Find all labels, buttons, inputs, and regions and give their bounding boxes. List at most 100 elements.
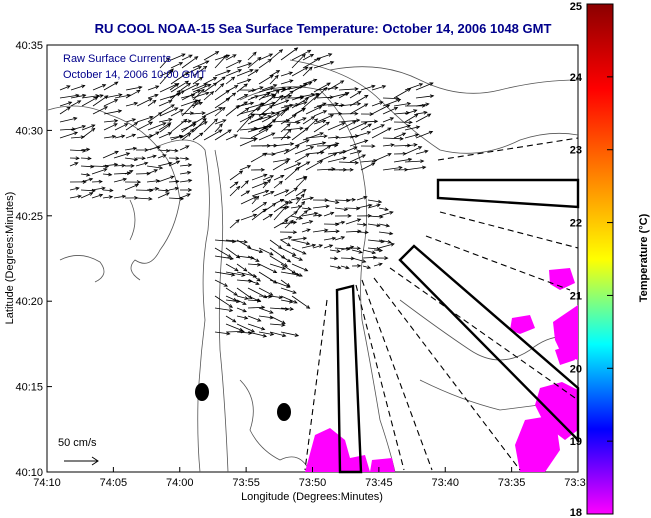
current-vector-head (275, 112, 281, 116)
current-vector (261, 124, 273, 131)
current-vector (247, 255, 260, 262)
current-vector-head (269, 74, 274, 79)
current-vector-head (174, 148, 179, 153)
current-vector-head (303, 101, 308, 105)
current-vector-head (170, 175, 175, 180)
current-vector-head (327, 145, 332, 150)
current-vector-head (174, 107, 179, 111)
current-vector (158, 100, 172, 107)
current-vector (102, 196, 113, 199)
current-vector-head (267, 115, 272, 119)
current-vector-head (292, 252, 297, 256)
current-vector-head (144, 161, 149, 166)
current-vector (360, 123, 372, 131)
current-vector (382, 97, 399, 99)
current-vector-head (328, 244, 334, 248)
current-vector-head (263, 181, 268, 186)
current-vector (283, 104, 299, 107)
current-vector (181, 83, 199, 93)
current-vector (251, 181, 267, 189)
current-vector (302, 54, 314, 61)
current-vector (272, 120, 290, 123)
current-vector-head (244, 180, 249, 185)
current-vector (103, 120, 118, 123)
current-vector (225, 69, 242, 77)
current-vector (327, 104, 344, 107)
current-vector-head (252, 213, 258, 218)
current-vector-head (331, 236, 337, 241)
current-vector-head (190, 129, 195, 133)
current-vector-head (325, 204, 330, 209)
current-vector (305, 135, 327, 139)
current-vector-head (273, 269, 278, 274)
current-vector-head (250, 328, 256, 333)
current-vector-head (148, 196, 153, 201)
current-vector (313, 82, 331, 93)
current-vector (269, 331, 286, 337)
current-vector-head (230, 272, 236, 277)
current-vector-head (306, 241, 311, 246)
current-vector (191, 92, 209, 99)
current-vector (91, 194, 103, 199)
current-vector (59, 101, 72, 107)
current-vector-head (133, 101, 139, 106)
current-vector (247, 299, 261, 302)
current-vector-head (286, 242, 291, 247)
current-vector-head (252, 273, 258, 278)
current-vector-head (421, 165, 427, 170)
current-vector (279, 221, 297, 225)
current-vector (273, 206, 287, 221)
current-vector (280, 247, 296, 256)
current-vector (356, 231, 369, 233)
current-vector-head (262, 201, 268, 206)
current-vector (146, 165, 163, 169)
current-vector (327, 136, 339, 139)
current-vector (251, 202, 267, 213)
current-vector (280, 123, 291, 133)
current-vector (239, 114, 255, 123)
current-vector (294, 117, 307, 123)
current-vector-head (146, 171, 151, 176)
current-vector-head (121, 134, 126, 139)
current-vector (301, 207, 312, 210)
current-vector (301, 244, 316, 249)
current-vector-head (427, 113, 432, 118)
current-vector-head (263, 173, 268, 178)
current-vector-head (155, 85, 160, 89)
scale-arrow (64, 456, 99, 466)
current-vector-head (81, 84, 86, 89)
current-vector-head (292, 230, 298, 235)
current-vector (240, 196, 257, 205)
current-vector (247, 323, 265, 330)
overlay-title: Raw Surface Currents (63, 53, 172, 65)
current-vector-head (396, 98, 402, 103)
current-vector-head (304, 66, 309, 71)
current-vector (125, 86, 142, 91)
current-vector-head (286, 157, 291, 162)
current-vector-head (108, 195, 114, 199)
current-vector-head (284, 107, 290, 112)
current-vector (192, 118, 207, 133)
current-vector-head (387, 127, 392, 132)
current-vector-head (354, 111, 359, 116)
current-vector-head (207, 83, 212, 88)
current-vector (334, 247, 350, 250)
current-vector (269, 239, 282, 249)
colorbar-tick-label: 19 (570, 436, 582, 448)
current-vector (135, 197, 152, 200)
current-vector-head (193, 100, 198, 105)
current-vector-head (342, 156, 347, 161)
current-vector-head (162, 154, 167, 158)
current-vector-head (313, 211, 319, 216)
current-vector-head (349, 167, 354, 172)
current-vector-head (167, 132, 173, 136)
current-vector (113, 195, 126, 199)
current-vector-head (155, 131, 160, 136)
current-vector-head (174, 83, 179, 87)
current-vector (229, 186, 240, 197)
current-vector-head (280, 198, 285, 203)
current-vector (338, 161, 359, 164)
current-vector-head (303, 210, 309, 214)
current-vector-head (165, 148, 171, 153)
current-vector (351, 257, 366, 263)
